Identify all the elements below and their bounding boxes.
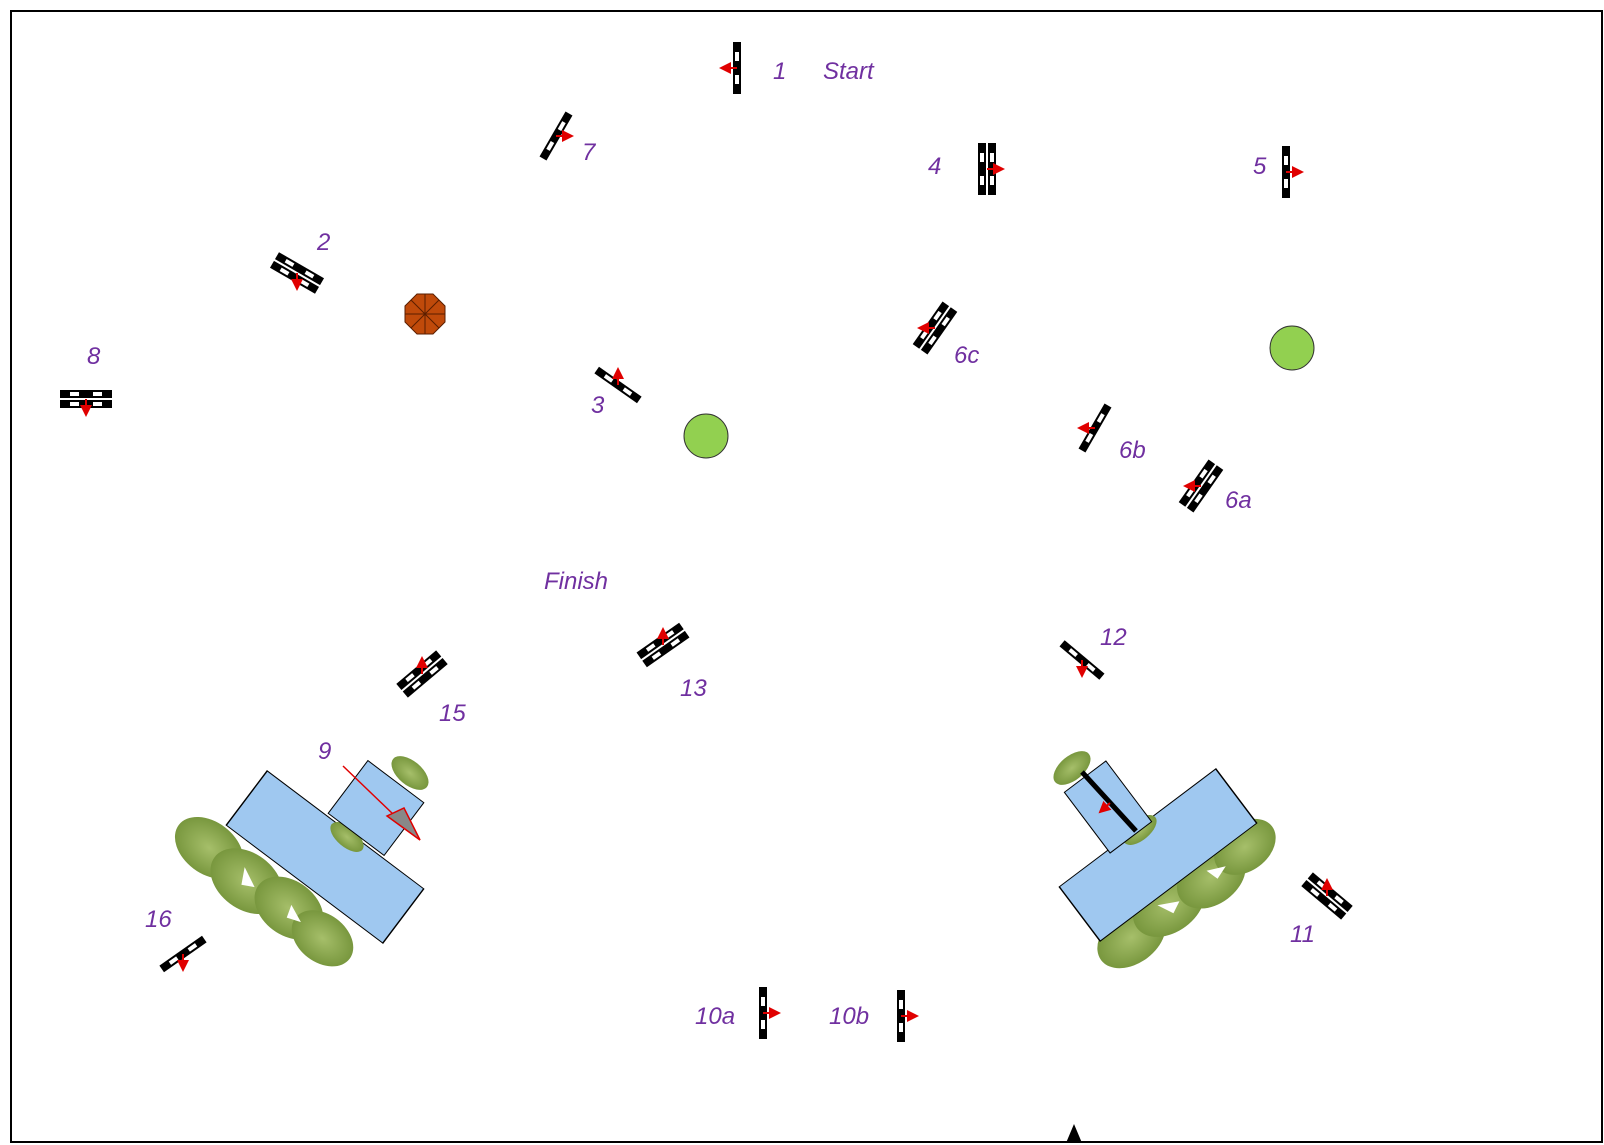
- obstacle-label-6b: 6b: [1119, 437, 1146, 464]
- jump-9-arrowhead: [385, 807, 421, 841]
- tree-right: [1269, 325, 1315, 371]
- tree-left: [683, 413, 729, 459]
- water-complex-right: [1053, 751, 1276, 969]
- hedge-left: [174, 816, 354, 967]
- obstacle-8: [60, 390, 112, 417]
- obstacle-16: [159, 935, 207, 973]
- obstacle-label-4: 4: [928, 153, 942, 180]
- obstacle-label-16: 16: [145, 906, 172, 933]
- water-complex-left: [174, 756, 429, 967]
- obstacle-label-12: 12: [1100, 624, 1127, 651]
- hedge-small-left-2: [330, 822, 364, 852]
- obstacle-6c: [912, 301, 958, 355]
- obstacle-label-2: 2: [317, 229, 331, 256]
- obstacle-15: [396, 650, 448, 698]
- hedge-small-left: [391, 756, 429, 790]
- obstacle-11: [1301, 872, 1353, 920]
- obstacle-7: [539, 111, 574, 161]
- obstacle-label-15: 15: [439, 700, 466, 727]
- obstacle-6a: [1178, 459, 1224, 513]
- obstacle-5: [1282, 146, 1304, 198]
- obstacle-label-5: 5: [1253, 153, 1267, 180]
- obstacle-label-3: 3: [591, 392, 605, 419]
- obstacle-4: [978, 143, 1005, 195]
- obstacle-label-1: 1: [773, 58, 787, 85]
- obstacle-13: [636, 622, 690, 668]
- umbrella-icon: [404, 293, 446, 335]
- hedge-small-right: [1053, 751, 1091, 785]
- finish-label: Finish: [544, 568, 609, 595]
- obstacle-label-11: 11: [1290, 921, 1315, 948]
- obstacle-3: [594, 366, 642, 404]
- obstacle-10b: [897, 990, 919, 1042]
- obstacle-label-9: 9: [318, 738, 332, 765]
- obstacle-label-7: 7: [582, 139, 596, 166]
- obstacle-2: [269, 252, 325, 294]
- obstacle-label-6c: 6c: [954, 342, 980, 369]
- obstacle-label-10a: 10a: [695, 1003, 736, 1030]
- arena-boundary: [10, 10, 1603, 1143]
- obstacle-label-13: 13: [680, 675, 707, 702]
- obstacle-10a: [759, 987, 781, 1039]
- obstacle-label-8: 8: [87, 343, 101, 370]
- in-gate-marker: [1066, 1124, 1082, 1143]
- obstacle-6b: [1077, 403, 1112, 453]
- obstacle-12: [1059, 640, 1105, 680]
- start-label: Start: [823, 58, 874, 85]
- obstacle-1: [719, 42, 741, 94]
- obstacle-label-6a: 6a: [1225, 487, 1252, 514]
- obstacle-label-10b: 10b: [829, 1003, 870, 1030]
